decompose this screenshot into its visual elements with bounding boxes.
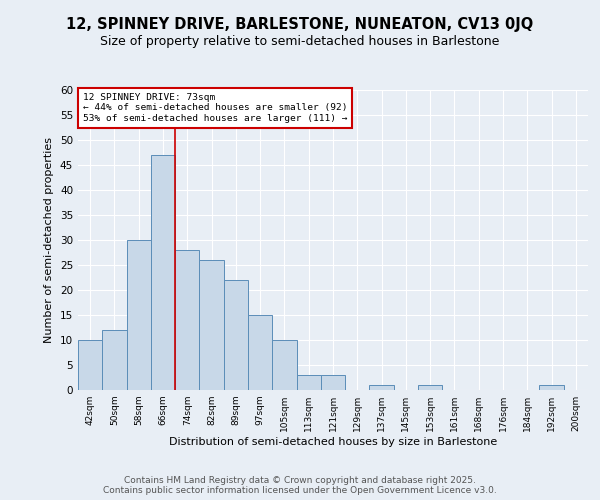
Bar bbox=[224, 280, 248, 390]
X-axis label: Distribution of semi-detached houses by size in Barlestone: Distribution of semi-detached houses by … bbox=[169, 437, 497, 447]
Bar bbox=[370, 385, 394, 390]
Bar bbox=[78, 340, 102, 390]
Text: Size of property relative to semi-detached houses in Barlestone: Size of property relative to semi-detach… bbox=[100, 35, 500, 48]
Bar bbox=[418, 385, 442, 390]
Bar bbox=[199, 260, 224, 390]
Y-axis label: Number of semi-detached properties: Number of semi-detached properties bbox=[44, 137, 55, 343]
Bar bbox=[127, 240, 151, 390]
Bar bbox=[151, 155, 175, 390]
Bar bbox=[321, 375, 345, 390]
Bar bbox=[102, 330, 127, 390]
Bar bbox=[248, 315, 272, 390]
Bar bbox=[296, 375, 321, 390]
Text: Contains HM Land Registry data © Crown copyright and database right 2025.
Contai: Contains HM Land Registry data © Crown c… bbox=[103, 476, 497, 495]
Bar bbox=[175, 250, 199, 390]
Bar bbox=[272, 340, 296, 390]
Text: 12, SPINNEY DRIVE, BARLESTONE, NUNEATON, CV13 0JQ: 12, SPINNEY DRIVE, BARLESTONE, NUNEATON,… bbox=[67, 18, 533, 32]
Bar bbox=[539, 385, 564, 390]
Text: 12 SPINNEY DRIVE: 73sqm
← 44% of semi-detached houses are smaller (92)
53% of se: 12 SPINNEY DRIVE: 73sqm ← 44% of semi-de… bbox=[83, 93, 347, 123]
